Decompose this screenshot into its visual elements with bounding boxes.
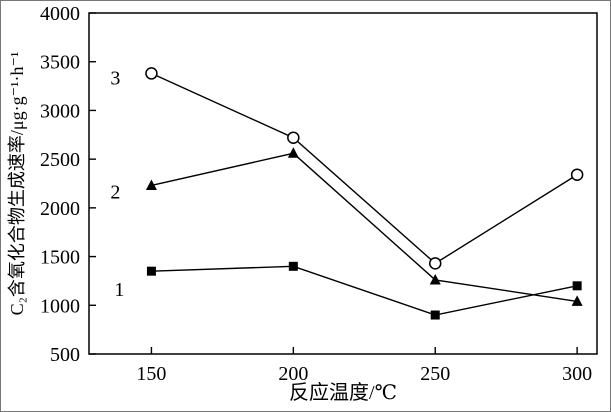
plot-border [88,12,598,355]
y-tick-label: 500 [50,344,80,366]
x-tick-label: 250 [420,363,450,385]
marker-square-filled-series-1 [572,281,582,291]
marker-circle-open-series-3 [570,168,584,181]
series-line-1 [151,265,578,316]
y-tick-label: 1500 [40,247,80,269]
marker-circle-open-series-3 [428,257,442,270]
y-tick-label: 3500 [40,52,80,74]
marker-square-filled-series-1 [430,310,440,320]
y-tick-label: 3000 [40,100,80,122]
series-label-1: 1 [114,279,124,301]
y-axis-title: C₂含氧化合物生成速率/μg·g⁻¹·h⁻¹ [7,52,27,316]
series-line-3 [151,72,578,265]
y-tick-label: 1000 [40,295,80,317]
y-tick-label: 4000 [40,3,80,25]
marker-triangle-filled-series-2 [571,295,583,306]
x-tick-label: 300 [562,363,592,385]
marker-triangle-filled-series-2 [145,179,157,190]
marker-circle-open-series-3 [287,131,300,144]
marker-square-filled-series-1 [288,261,298,271]
marker-triangle-filled-series-2 [429,273,441,285]
series-label-3: 3 [110,67,120,89]
x-axis-title: 反应温度/℃ [289,381,397,404]
y-tick-label: 2500 [40,149,80,171]
x-tick-label: 150 [136,363,166,385]
marker-square-filled-series-1 [146,266,156,276]
series-line-2 [151,152,578,303]
y-tick-label: 2000 [40,198,80,220]
marker-circle-open-series-3 [145,67,158,80]
series-label-2: 2 [110,181,120,203]
marker-triangle-filled-series-2 [287,147,299,158]
x-tick-label: 200 [278,363,308,385]
